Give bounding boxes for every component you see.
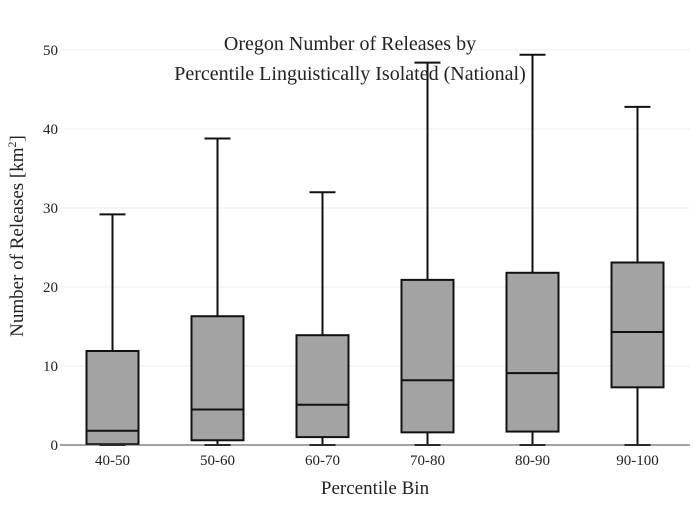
iqr-box bbox=[610, 261, 665, 389]
x-tick-label: 50-60 bbox=[200, 453, 235, 469]
y-axis-title-superscript: 2 bbox=[5, 141, 19, 147]
x-tick-label: 70-80 bbox=[410, 453, 445, 469]
iqr-box bbox=[295, 334, 350, 439]
y-axis-title-close: ] bbox=[7, 135, 28, 141]
y-tick-label: 10 bbox=[43, 359, 58, 375]
x-tick-labels: 40-50 50-60 60-70 70-80 80-90 90-100 bbox=[95, 453, 659, 469]
box-80-90 bbox=[505, 53, 560, 446]
box-90-100 bbox=[610, 105, 665, 446]
y-tick-label: 0 bbox=[51, 438, 59, 454]
x-tick-label: 90-100 bbox=[616, 453, 659, 469]
box-60-70 bbox=[295, 191, 350, 446]
iqr-box bbox=[505, 271, 560, 433]
y-tick-label: 40 bbox=[43, 122, 58, 138]
y-tick-labels: 0 10 20 30 40 50 bbox=[43, 43, 58, 454]
box-70-80 bbox=[400, 61, 455, 446]
x-axis-title: Percentile Bin bbox=[321, 478, 430, 499]
box-50-60 bbox=[190, 137, 245, 446]
boxes-layer bbox=[85, 53, 665, 446]
chart-title-line-2: Percentile Linguistically Isolated (Nati… bbox=[174, 63, 526, 85]
y-tick-label: 20 bbox=[43, 280, 58, 296]
chart-title-line-1: Oregon Number of Releases by bbox=[224, 33, 476, 55]
iqr-box bbox=[400, 278, 455, 434]
y-axis-title: Number of Releases [km2] bbox=[5, 135, 28, 337]
y-axis-title-main: Number of Releases [km bbox=[7, 147, 28, 337]
y-tick-label: 30 bbox=[43, 201, 58, 217]
x-tick-label: 80-90 bbox=[515, 453, 550, 469]
x-tick-label: 60-70 bbox=[305, 453, 340, 469]
iqr-box bbox=[190, 315, 245, 442]
y-tick-label: 50 bbox=[43, 43, 58, 59]
grid-lines bbox=[60, 49, 690, 367]
box-40-50 bbox=[85, 213, 140, 446]
iqr-box bbox=[85, 349, 140, 446]
x-tick-label: 40-50 bbox=[95, 453, 130, 469]
